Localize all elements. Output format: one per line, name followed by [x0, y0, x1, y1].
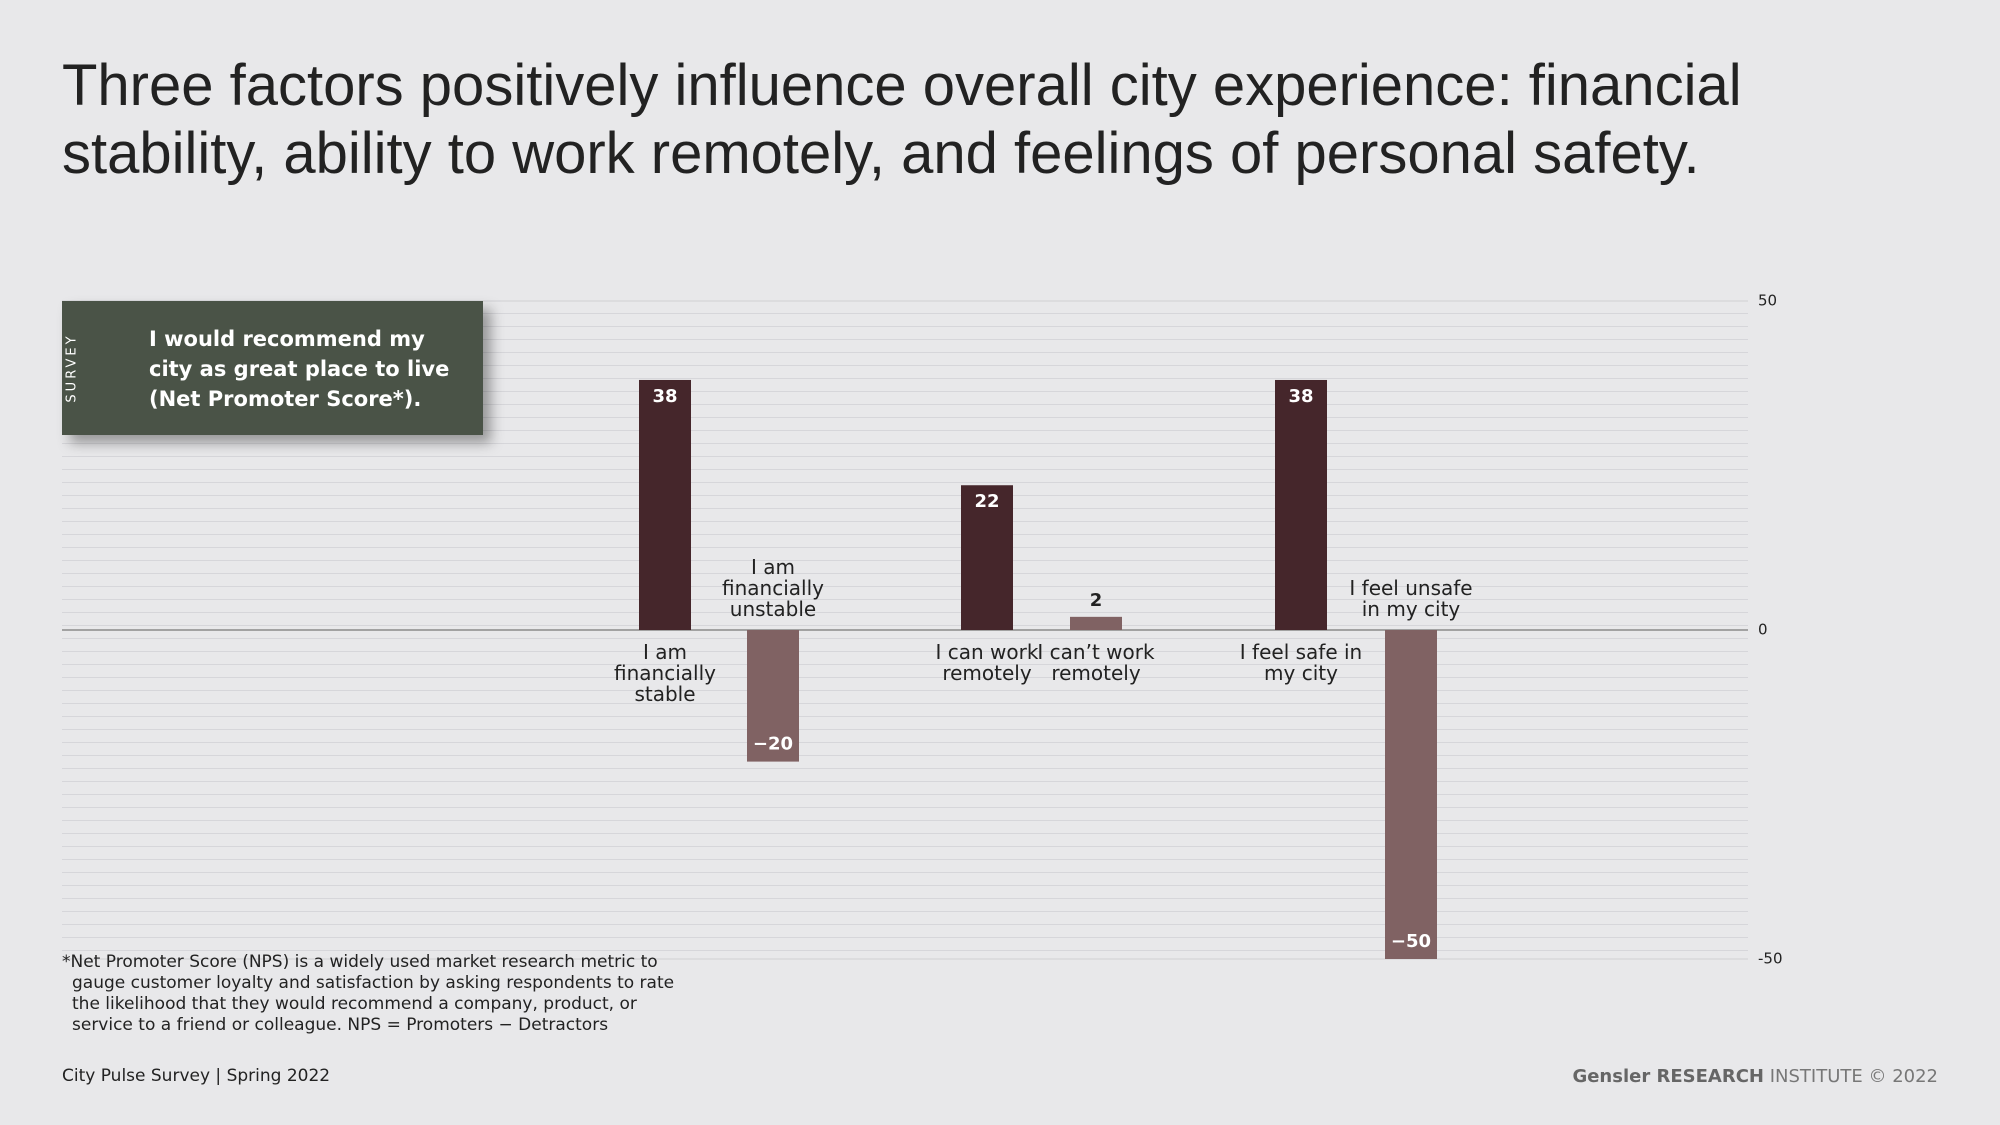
x-tick-label: I can’t work remotely [1037, 640, 1155, 685]
credit-rest: INSTITUTE © 2022 [1769, 1066, 1938, 1087]
callout-text: I would recommend my city as great place… [149, 327, 450, 411]
y-tick-label: 50 [1758, 292, 1777, 310]
bar [1275, 379, 1327, 630]
x-tick-label: I am financially unstable [722, 555, 824, 621]
credit: Gensler RESEARCH INSTITUTE © 2022 [1572, 1066, 1938, 1087]
value-label: 2 [1090, 590, 1103, 611]
x-tick-label: I feel unsafe in my city [1349, 576, 1473, 621]
value-label: 38 [652, 386, 677, 407]
y-tick-label: -50 [1758, 950, 1783, 968]
chart-title: Three factors positively influence overa… [62, 53, 1742, 186]
callout-tag: SURVEY [64, 333, 80, 403]
bar [1070, 616, 1122, 630]
bar [747, 630, 799, 762]
value-label: −20 [753, 734, 793, 755]
x-tick-label: I can work remotely [935, 640, 1039, 685]
value-label: 38 [1288, 386, 1313, 407]
x-tick-label: I feel safe in my city [1239, 640, 1363, 685]
footnote: *Net Promoter Score (NPS) is a widely us… [62, 952, 675, 1035]
x-tick-label: I am financially stable [614, 640, 716, 706]
bar [1385, 630, 1437, 959]
bar [639, 379, 691, 630]
value-label: −50 [1391, 931, 1431, 952]
bar [961, 485, 1013, 630]
source: City Pulse Survey | Spring 2022 [62, 1066, 331, 1086]
value-label: 22 [974, 491, 999, 512]
y-tick-label: 0 [1758, 621, 1768, 639]
credit-brand: Gensler RESEARCH [1572, 1066, 1764, 1087]
callout-box [62, 301, 483, 435]
